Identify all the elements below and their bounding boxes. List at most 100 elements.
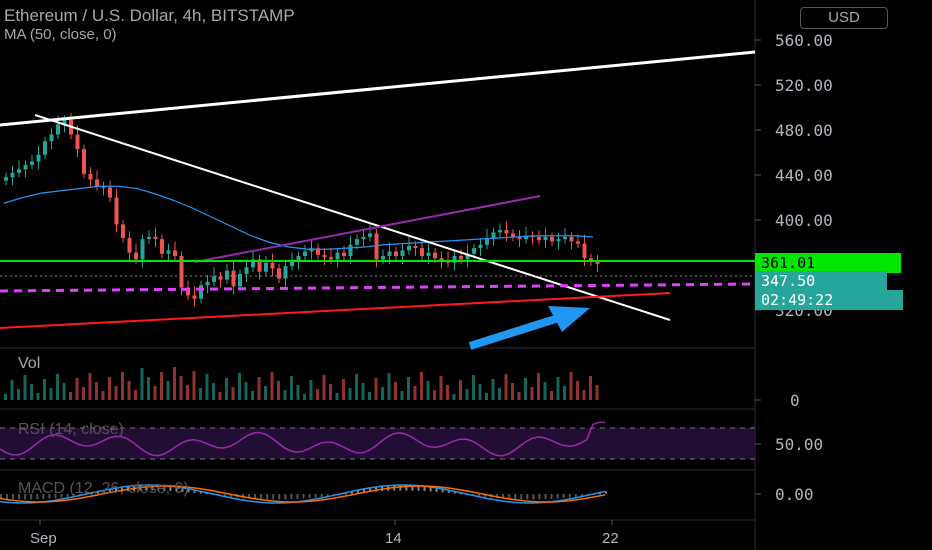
- volume-bar: [550, 391, 553, 400]
- rsi-pane[interactable]: [0, 421, 755, 460]
- candle-body: [49, 134, 54, 142]
- macd-pane[interactable]: [0, 484, 607, 504]
- volume-bar: [433, 390, 436, 400]
- candle-body: [147, 236, 151, 240]
- candle-body: [4, 177, 8, 181]
- candle-body: [348, 244, 353, 256]
- macd-histogram-bar: [157, 485, 160, 491]
- macd-histogram-bar: [12, 494, 15, 500]
- macd-histogram-bar: [102, 490, 105, 494]
- volume-bar: [491, 379, 495, 400]
- candle-body: [23, 164, 28, 170]
- volume-bar: [108, 377, 111, 400]
- macd-histogram-bar: [574, 494, 577, 497]
- candle-body: [62, 119, 67, 125]
- volume-bar: [283, 390, 287, 400]
- macd-histogram-bar: [284, 494, 287, 500]
- price-tick-label: 560.00: [775, 31, 833, 50]
- time-axis[interactable]: Sep 14 22: [30, 520, 619, 547]
- candle-body: [56, 124, 60, 135]
- channel-top-line: [194, 195, 541, 263]
- macd-histogram-bar: [568, 494, 571, 498]
- macd-histogram-bar: [42, 494, 45, 499]
- candle-body: [543, 236, 548, 241]
- volume-bar: [517, 392, 521, 400]
- countdown-label: 02:49:22: [755, 290, 903, 310]
- volume-bar: [238, 373, 241, 400]
- time-tick-label: 22: [602, 530, 619, 547]
- candle-body: [517, 236, 522, 240]
- candle-body: [452, 256, 457, 263]
- candle-body: [95, 179, 99, 187]
- macd-histogram-bar: [272, 494, 275, 500]
- currency-button[interactable]: USD: [800, 7, 888, 29]
- candle-body: [407, 245, 411, 251]
- volume-bar: [556, 377, 560, 400]
- volume-bar: [101, 391, 105, 400]
- candle-body: [595, 261, 600, 264]
- macd-histogram-bar: [598, 492, 601, 495]
- volume-bar: [257, 377, 261, 400]
- volume-bar: [576, 381, 579, 400]
- macd-histogram-bar: [423, 486, 426, 492]
- volume-bar: [95, 382, 98, 400]
- volume-bar: [452, 394, 456, 400]
- candle-body: [36, 154, 41, 162]
- candle-body: [478, 244, 483, 249]
- volume-bar: [478, 384, 482, 400]
- volume-bar: [582, 390, 586, 400]
- macd-histogram-bar: [60, 494, 63, 498]
- macd-histogram-bar: [193, 489, 196, 493]
- candle-body: [504, 230, 509, 234]
- candle-body: [563, 236, 567, 240]
- volume-bar: [400, 391, 404, 400]
- price-pane[interactable]: [3, 113, 600, 307]
- macd-histogram-bar: [260, 494, 263, 500]
- candle-body: [160, 239, 164, 254]
- candle-body: [316, 248, 320, 255]
- candle-body: [121, 224, 125, 238]
- pane-tick-label: 50.00: [775, 435, 823, 454]
- ma-indicator-label[interactable]: MA (50, close, 0): [4, 26, 117, 43]
- volume-bar: [17, 389, 20, 400]
- volume-bar: [153, 386, 157, 400]
- volume-bar: [186, 385, 189, 400]
- macd-histogram-bar: [363, 489, 365, 493]
- volume-bar: [530, 387, 534, 400]
- volume-bar: [342, 379, 345, 400]
- volume-bar: [69, 392, 72, 400]
- candle-body: [485, 238, 489, 245]
- candle-body: [361, 236, 366, 240]
- macd-histogram-bar: [223, 494, 226, 497]
- candle-body: [511, 233, 515, 237]
- candle-body: [238, 274, 242, 287]
- volume-bar: [179, 376, 183, 400]
- volume-bar: [62, 383, 66, 400]
- macd-histogram-bar: [163, 485, 166, 491]
- macd-histogram-bar: [417, 485, 420, 491]
- macd-histogram-bar: [514, 494, 517, 500]
- macd-histogram-bar: [18, 494, 21, 500]
- candle-body: [212, 276, 216, 282]
- macd-histogram-bar: [369, 488, 372, 493]
- volume-bar: [407, 377, 410, 400]
- macd-histogram-bar: [320, 494, 323, 498]
- macd-histogram-bar: [447, 489, 450, 493]
- volume-bar: [192, 371, 196, 400]
- macd-histogram-bar: [48, 494, 51, 499]
- volume-pane[interactable]: [4, 367, 599, 400]
- macd-histogram-bar: [508, 494, 511, 499]
- macd-histogram-bar: [520, 494, 523, 500]
- candle-body: [569, 236, 574, 242]
- macd-histogram-bar: [605, 491, 607, 494]
- macd-histogram-bar: [145, 485, 148, 491]
- macd-histogram-bar: [435, 487, 438, 492]
- candle-body: [17, 169, 21, 173]
- volume-bar: [465, 389, 469, 400]
- candle-body: [420, 248, 424, 256]
- price-axis[interactable]: 560.00520.00480.00440.00400.00320.00050.…: [755, 31, 833, 504]
- volume-bar: [140, 368, 144, 400]
- drawing-overlays: [0, 50, 756, 350]
- volume-bar: [88, 373, 92, 400]
